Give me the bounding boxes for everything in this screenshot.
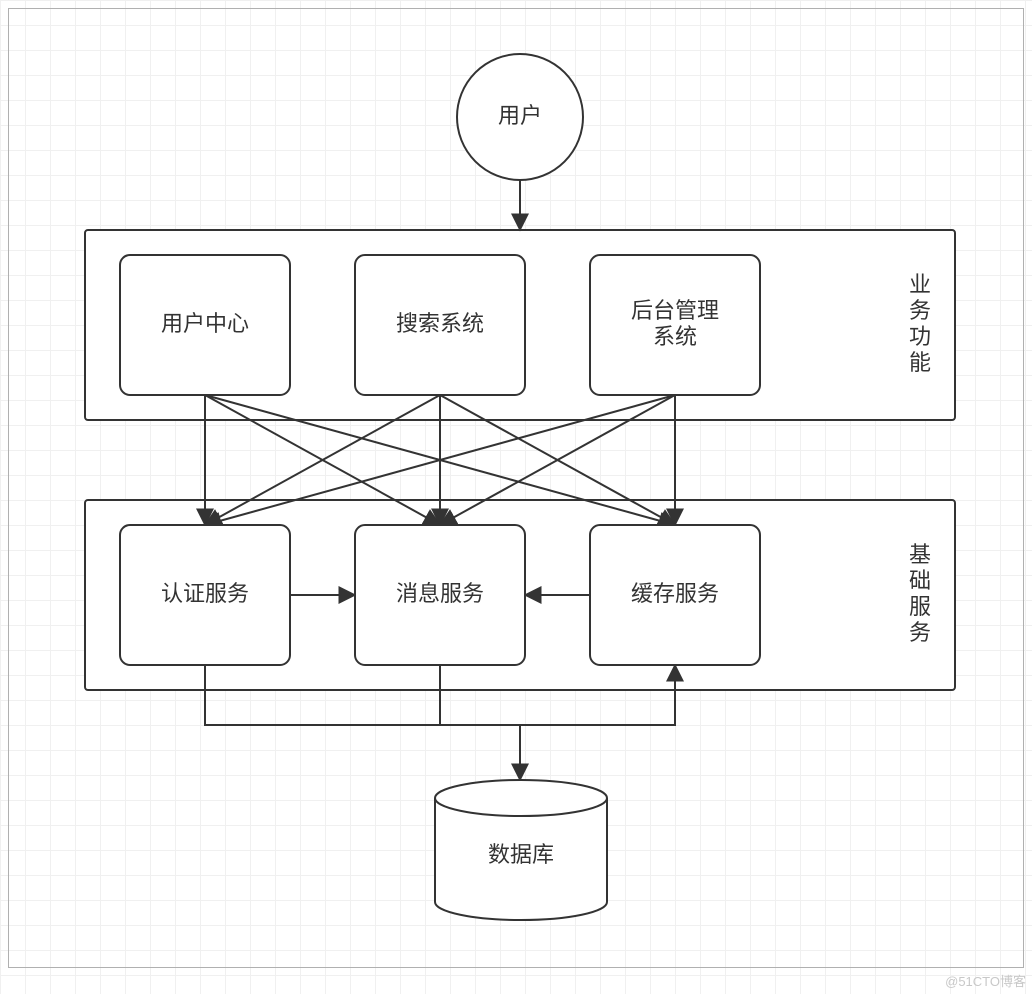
diagram-svg: 业务功能基础服务用户用户中心搜索系统后台管理系统认证服务消息服务缓存服务数据库 — [0, 0, 1032, 994]
svg-text:系统: 系统 — [653, 324, 697, 349]
svg-text:认证服务: 认证服务 — [161, 581, 249, 606]
svg-text:后台管理: 后台管理 — [631, 298, 719, 323]
svg-text:消息服务: 消息服务 — [396, 581, 484, 606]
svg-text:缓存服务: 缓存服务 — [631, 581, 719, 606]
svg-text:数据库: 数据库 — [488, 842, 554, 867]
svg-text:用户: 用户 — [498, 103, 542, 128]
diagram-canvas: 业务功能基础服务用户用户中心搜索系统后台管理系统认证服务消息服务缓存服务数据库 … — [0, 0, 1032, 994]
svg-text:搜索系统: 搜索系统 — [396, 311, 484, 336]
svg-text:础: 础 — [909, 568, 931, 593]
svg-text:功: 功 — [909, 324, 931, 349]
svg-text:务: 务 — [909, 620, 931, 645]
svg-text:务: 务 — [909, 298, 931, 323]
svg-text:业: 业 — [909, 272, 931, 297]
svg-text:基: 基 — [909, 542, 931, 567]
svg-text:用户中心: 用户中心 — [161, 311, 249, 336]
svg-text:能: 能 — [909, 350, 931, 375]
watermark-text: @51CTO博客 — [945, 971, 1026, 990]
svg-text:服: 服 — [909, 594, 931, 619]
